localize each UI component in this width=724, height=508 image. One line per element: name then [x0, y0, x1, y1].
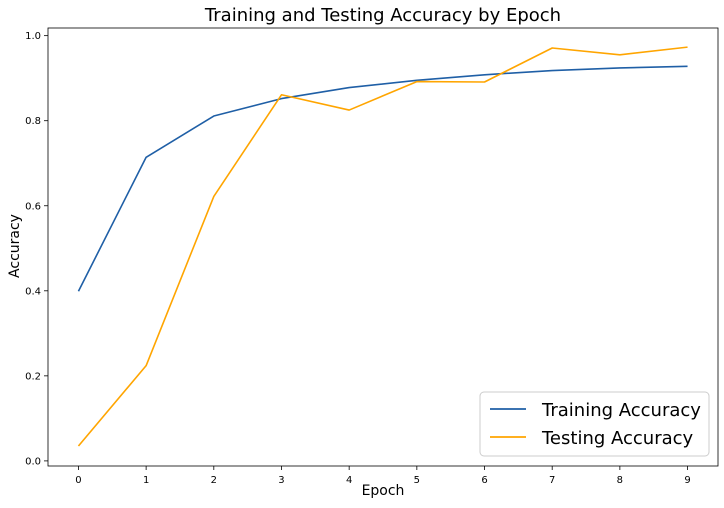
legend-box — [479, 391, 710, 457]
x-tick-label: 3 — [278, 475, 284, 486]
x-tick-label: 2 — [211, 475, 217, 486]
x-tick-label: 4 — [346, 475, 352, 486]
x-axis-label: Epoch — [362, 483, 405, 499]
plot-frame — [47, 27, 719, 467]
legend-label: Training Accuracy — [541, 400, 701, 421]
legend-label: Testing Accuracy — [541, 428, 694, 449]
y-tick-label: 1.0 — [25, 31, 41, 42]
y-tick-label: 0.8 — [25, 116, 41, 127]
chart-title: Training and Testing Accuracy by Epoch — [204, 5, 561, 26]
x-tick-label: 5 — [414, 475, 420, 486]
y-axis-label: Accuracy — [7, 214, 23, 278]
series-line-testing-accuracy — [77, 46, 688, 447]
x-tick-label: 1 — [143, 475, 149, 486]
y-tick-label: 0.6 — [25, 201, 41, 212]
y-tick-label: 0.4 — [25, 286, 41, 297]
x-tick-label: 9 — [684, 475, 690, 486]
x-tick-label: 0 — [75, 475, 81, 486]
axis-ticks: 0 1 2 3 4 5 6 7 8 9 0.0 0.2 0.4 0.6 0.8 1.0 — [25, 31, 691, 486]
series-line-training-accuracy — [77, 65, 688, 292]
x-tick-label: 7 — [549, 475, 555, 486]
legend: Training Accuracy Testing Accuracy — [479, 391, 710, 457]
series-lines — [77, 46, 688, 447]
x-tick-label: 8 — [617, 475, 623, 486]
y-tick-label: 0.0 — [25, 456, 41, 467]
y-tick-label: 0.2 — [25, 371, 41, 382]
x-tick-label: 6 — [481, 475, 487, 486]
